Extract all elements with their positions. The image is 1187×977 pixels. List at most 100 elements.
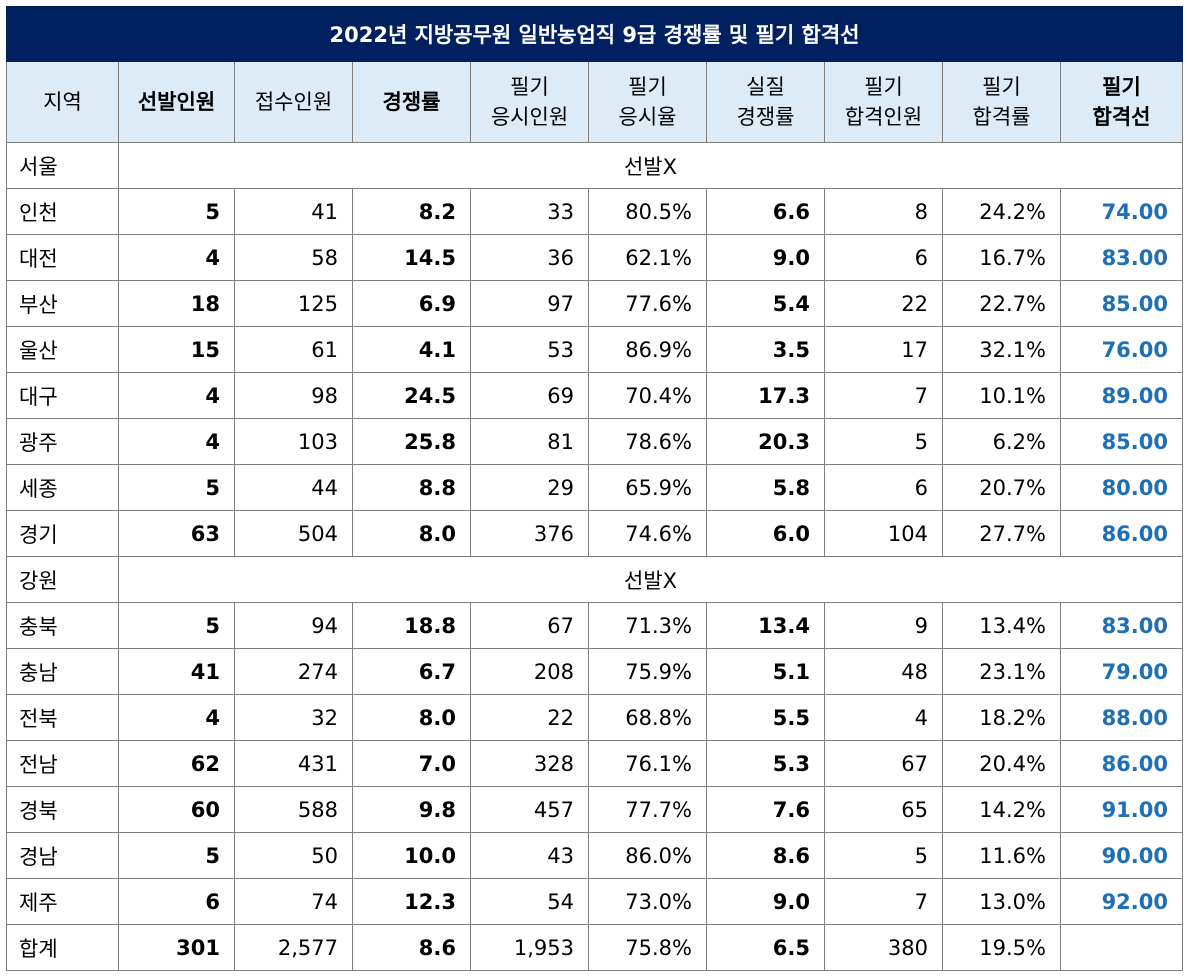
column-header-label: 합격인원 [844, 105, 923, 129]
data-cell: 94 [234, 602, 353, 649]
data-cell: 125 [234, 280, 353, 327]
data-cell: 6.5 [706, 924, 825, 971]
data-cell: 71.3% [588, 602, 707, 649]
column-header-label: 필기 [982, 75, 1021, 99]
data-cell: 86.9% [588, 326, 707, 373]
data-cell: 80.5% [588, 188, 707, 235]
data-cell: 19.5% [942, 924, 1061, 971]
data-cell: 9.0 [706, 234, 825, 281]
table-title: 2022년 지방공무원 일반농업직 9급 경쟁률 및 필기 합격선 [6, 6, 1183, 62]
data-cell: 33 [470, 188, 589, 235]
cutoff-score-cell [1060, 924, 1183, 971]
table-row: 인천 5 41 8.2 33 80.5% 6.6 8 24.2% 74.00 [6, 188, 1183, 235]
column-header-label: 필기 [864, 75, 903, 99]
column-header-label: 필기 [510, 75, 549, 99]
data-cell: 3.5 [706, 326, 825, 373]
region-cell: 경기 [6, 510, 119, 557]
table-body: 서울 선발X 인천 5 41 8.2 33 80.5% 6.6 8 24.2% 74.00 대전 4 58 1… [6, 142, 1183, 971]
data-cell: 6.6 [706, 188, 825, 235]
data-cell: 41 [118, 648, 235, 695]
data-cell: 5 [824, 418, 943, 465]
data-cell: 8.2 [352, 188, 471, 235]
data-cell: 103 [234, 418, 353, 465]
data-cell: 9 [824, 602, 943, 649]
data-cell: 6.0 [706, 510, 825, 557]
cutoff-score-cell: 91.00 [1060, 786, 1183, 833]
title-row: 2022년 지방공무원 일반농업직 9급 경쟁률 및 필기 합격선 [6, 6, 1183, 62]
data-cell: 22 [470, 694, 589, 741]
data-cell: 588 [234, 786, 353, 833]
data-cell: 81 [470, 418, 589, 465]
region-cell: 대구 [6, 372, 119, 419]
data-cell: 22.7% [942, 280, 1061, 327]
data-cell: 23.1% [942, 648, 1061, 695]
data-cell: 4 [118, 418, 235, 465]
data-cell: 4 [118, 694, 235, 741]
data-cell: 24.5 [352, 372, 471, 419]
table-row: 경남 5 50 10.0 43 86.0% 8.6 5 11.6% 90.00 [6, 832, 1183, 879]
data-cell: 5.8 [706, 464, 825, 511]
data-cell: 74.6% [588, 510, 707, 557]
column-header-label: 경쟁률 [736, 105, 795, 129]
data-cell: 70.4% [588, 372, 707, 419]
column-header: 경쟁률 [352, 61, 471, 143]
table-row: 합계 301 2,577 8.6 1,953 75.8% 6.5 380 19.5% [6, 924, 1183, 971]
data-cell: 15 [118, 326, 235, 373]
data-cell: 25.8 [352, 418, 471, 465]
column-header-label: 경쟁률 [382, 90, 441, 114]
data-cell: 6.9 [352, 280, 471, 327]
data-cell: 77.6% [588, 280, 707, 327]
region-cell: 광주 [6, 418, 119, 465]
data-cell: 8.0 [352, 510, 471, 557]
table-row: 서울 선발X [6, 142, 1183, 189]
region-cell: 제주 [6, 878, 119, 925]
column-header-label: 응시인원 [490, 105, 569, 129]
table-row: 충남 41 274 6.7 208 75.9% 5.1 48 23.1% 79.00 [6, 648, 1183, 695]
cutoff-score-cell: 89.00 [1060, 372, 1183, 419]
data-cell: 20.3 [706, 418, 825, 465]
data-cell: 54 [470, 878, 589, 925]
region-cell: 전남 [6, 740, 119, 787]
data-cell: 6.7 [352, 648, 471, 695]
cutoff-score-cell: 85.00 [1060, 418, 1183, 465]
data-cell: 27.7% [942, 510, 1061, 557]
table-row: 경기 63 504 8.0 376 74.6% 6.0 104 27.7% 86.00 [6, 510, 1183, 557]
region-cell: 부산 [6, 280, 119, 327]
data-cell: 18.2% [942, 694, 1061, 741]
cutoff-score-cell: 79.00 [1060, 648, 1183, 695]
data-cell: 8.6 [352, 924, 471, 971]
data-cell: 63 [118, 510, 235, 557]
data-cell: 78.6% [588, 418, 707, 465]
region-cell: 경남 [6, 832, 119, 879]
data-cell: 24.2% [942, 188, 1061, 235]
data-cell: 18.8 [352, 602, 471, 649]
cutoff-score-cell: 80.00 [1060, 464, 1183, 511]
data-cell: 6 [824, 464, 943, 511]
table-row: 충북 5 94 18.8 67 71.3% 13.4 9 13.4% 83.00 [6, 602, 1183, 649]
cutoff-score-cell: 86.00 [1060, 740, 1183, 787]
data-cell: 274 [234, 648, 353, 695]
column-header: 필기 합격률 [942, 61, 1061, 143]
data-cell: 18 [118, 280, 235, 327]
column-header-label: 필기 [1102, 75, 1141, 99]
data-cell: 4 [824, 694, 943, 741]
data-cell: 65 [824, 786, 943, 833]
data-cell: 17 [824, 326, 943, 373]
data-cell: 13.4 [706, 602, 825, 649]
column-header-label: 실질 [746, 75, 785, 99]
data-cell: 48 [824, 648, 943, 695]
data-cell: 7.6 [706, 786, 825, 833]
data-cell: 5 [118, 832, 235, 879]
data-cell: 8 [824, 188, 943, 235]
data-cell: 61 [234, 326, 353, 373]
data-cell: 380 [824, 924, 943, 971]
data-cell: 16.7% [942, 234, 1061, 281]
column-header: 접수인원 [234, 61, 353, 143]
data-cell: 4.1 [352, 326, 471, 373]
data-cell: 98 [234, 372, 353, 419]
data-cell: 53 [470, 326, 589, 373]
data-cell: 8.6 [706, 832, 825, 879]
table-row: 세종 5 44 8.8 29 65.9% 5.8 6 20.7% 80.00 [6, 464, 1183, 511]
column-header-label: 선발인원 [137, 90, 216, 114]
